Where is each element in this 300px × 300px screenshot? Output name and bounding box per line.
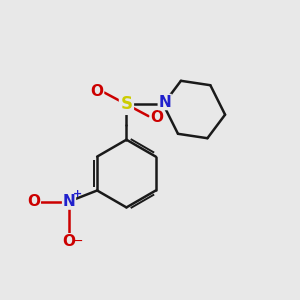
Text: −: − <box>73 235 84 248</box>
Text: N: N <box>158 94 171 110</box>
Text: O: O <box>150 110 163 125</box>
Text: O: O <box>27 194 40 209</box>
Text: +: + <box>73 189 82 199</box>
Text: N: N <box>63 194 75 209</box>
Text: O: O <box>62 234 76 249</box>
Text: O: O <box>91 84 103 99</box>
Text: S: S <box>120 95 132 113</box>
